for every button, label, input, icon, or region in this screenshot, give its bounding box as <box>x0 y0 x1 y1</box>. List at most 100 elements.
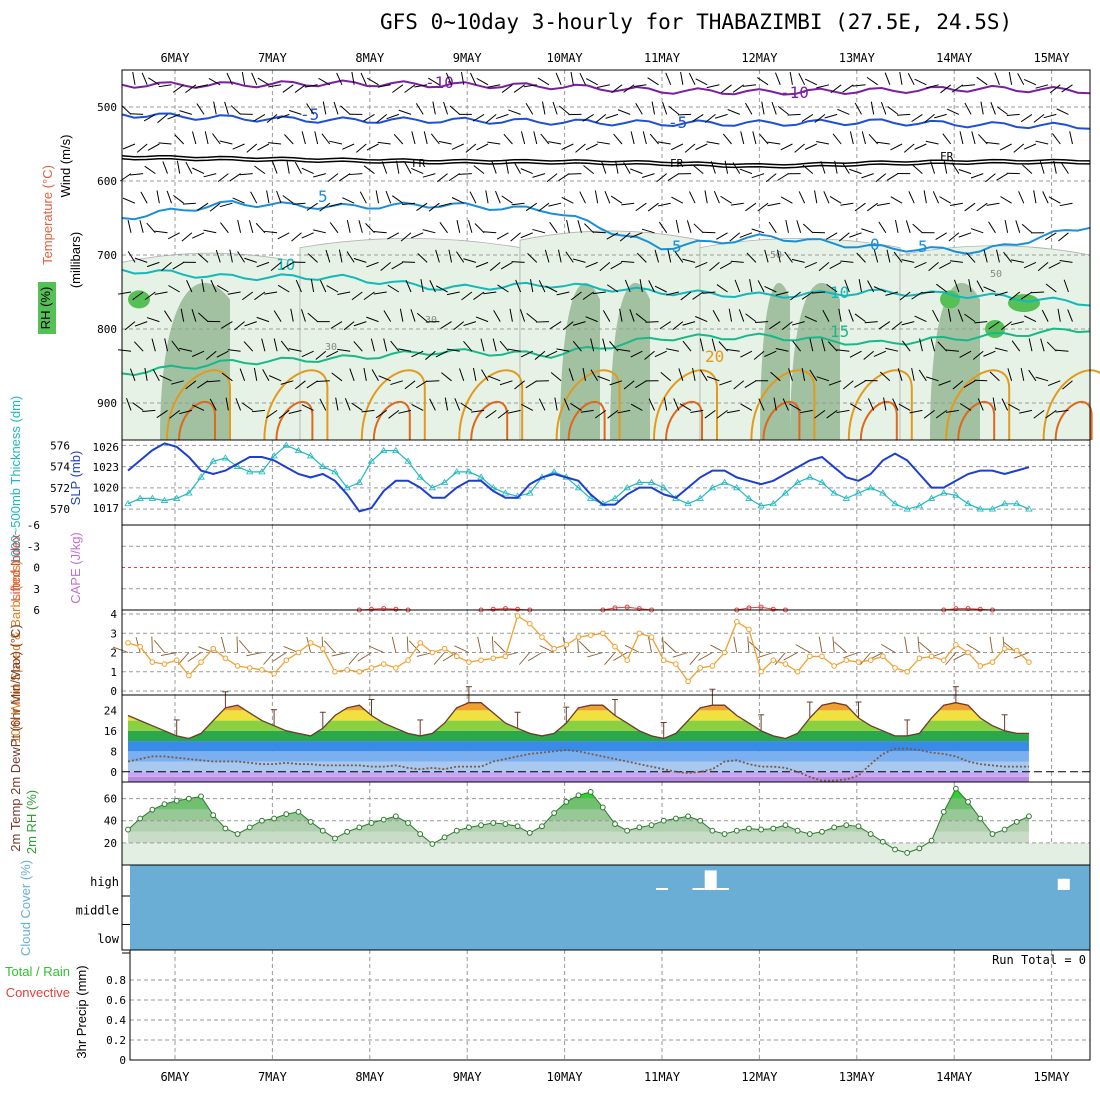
wind-barb <box>321 133 331 145</box>
rh-point <box>417 831 424 837</box>
wind-barb <box>497 410 509 419</box>
wind-barb <box>1045 283 1057 293</box>
wind-barb <box>157 114 168 124</box>
wind-barb <box>327 173 339 183</box>
contour-label: -10 <box>780 83 809 102</box>
wind-barb <box>890 143 903 151</box>
wind-barb <box>371 369 379 382</box>
thickness-point <box>866 484 875 491</box>
wind-barb <box>880 102 887 115</box>
wind-barb <box>740 131 745 145</box>
top-day-label: 14MAY <box>936 51 973 65</box>
wind-barb <box>237 251 245 263</box>
wind-barb <box>816 84 830 89</box>
wind-barb <box>525 202 538 212</box>
wind-barb <box>351 291 363 301</box>
wind-barb <box>219 140 233 145</box>
wind-barb <box>314 131 319 145</box>
thickness-point <box>684 499 692 507</box>
wind-barb <box>254 291 266 301</box>
wind-barb <box>474 223 485 234</box>
wind-barb <box>781 321 793 331</box>
rh-point <box>1026 813 1032 820</box>
wind-barb <box>294 161 302 174</box>
wind-barb <box>918 369 927 382</box>
wind-barb <box>866 202 878 212</box>
wind-barb <box>556 348 570 352</box>
wind-barb <box>359 191 367 204</box>
wind-barb <box>390 340 400 352</box>
wind-barb <box>958 169 972 175</box>
wind-barb <box>182 202 196 205</box>
wind-barb <box>939 196 951 204</box>
wind-barb <box>964 313 976 323</box>
wind-barb <box>968 279 972 293</box>
wind-barb <box>363 113 375 122</box>
wind-barb <box>173 194 185 204</box>
wind-barb <box>978 134 988 145</box>
wind-barb <box>417 253 428 263</box>
wind-barb <box>923 409 935 419</box>
wind-barb <box>229 249 233 263</box>
wind-barb <box>794 143 805 153</box>
wind10m-barb <box>904 636 908 653</box>
wind-barb <box>387 232 400 240</box>
wind-barb <box>946 108 960 115</box>
isotherm-20 <box>847 369 913 441</box>
wind-barb <box>542 101 546 115</box>
wind-barb <box>363 291 375 301</box>
wind-barb <box>1041 309 1049 322</box>
ylabel-wind10m: 10m Wind Speed & Barbs (m/s) <box>8 561 23 744</box>
wind-barb <box>212 133 221 145</box>
wind-barb <box>340 105 351 115</box>
wind-barb <box>692 164 704 174</box>
wind-barb <box>765 173 777 183</box>
wind-barb <box>645 321 659 323</box>
wind-barb <box>216 284 229 293</box>
wind-barb <box>439 221 448 234</box>
cloud-fill <box>130 865 1090 950</box>
wind-barb <box>1037 262 1049 272</box>
wind-barb <box>333 101 339 115</box>
wind-barb <box>654 285 667 293</box>
thickness-point <box>1000 499 1009 507</box>
wind-barb <box>344 398 351 411</box>
cloud-clear-bar <box>716 888 729 890</box>
wind-barb <box>935 232 947 240</box>
wind-barb <box>251 72 258 85</box>
wind-barb <box>728 308 733 322</box>
wind-barb <box>749 279 753 293</box>
wind-barb <box>558 173 570 182</box>
thickness-point <box>647 478 656 485</box>
thickness-point <box>818 478 826 485</box>
wind-barb <box>166 190 172 204</box>
wind-barb <box>1020 113 1033 123</box>
wind-barb <box>556 291 570 296</box>
thickness-point <box>172 494 181 501</box>
rh-point <box>977 815 984 822</box>
wind-barb <box>1060 162 1069 174</box>
wind-barb <box>842 380 854 390</box>
wind-barb <box>901 259 915 263</box>
wind-barb <box>318 77 331 86</box>
wind-barb <box>294 380 306 390</box>
temp-band <box>128 776 1029 782</box>
wind-barb <box>976 280 984 293</box>
thickness-tick: 576 <box>50 439 70 452</box>
wind-barb <box>764 285 777 293</box>
wind-barb <box>496 232 509 240</box>
temp2m-panel: 24 16 8 0 <box>104 686 1091 783</box>
wind-barb <box>777 105 789 115</box>
ylabel-li: Lifted Index <box>8 534 23 602</box>
wind-barb <box>980 101 984 115</box>
wind-barb <box>945 409 959 413</box>
wind-speed-point <box>782 661 789 667</box>
wind10m-barb <box>881 643 896 653</box>
wind-barb <box>858 279 862 293</box>
wind-barb <box>454 398 461 411</box>
rh-point <box>660 817 667 824</box>
wind-barb <box>957 309 964 322</box>
thickness-point <box>988 505 997 512</box>
wind-barb <box>770 371 781 382</box>
wind-barb <box>937 341 948 352</box>
